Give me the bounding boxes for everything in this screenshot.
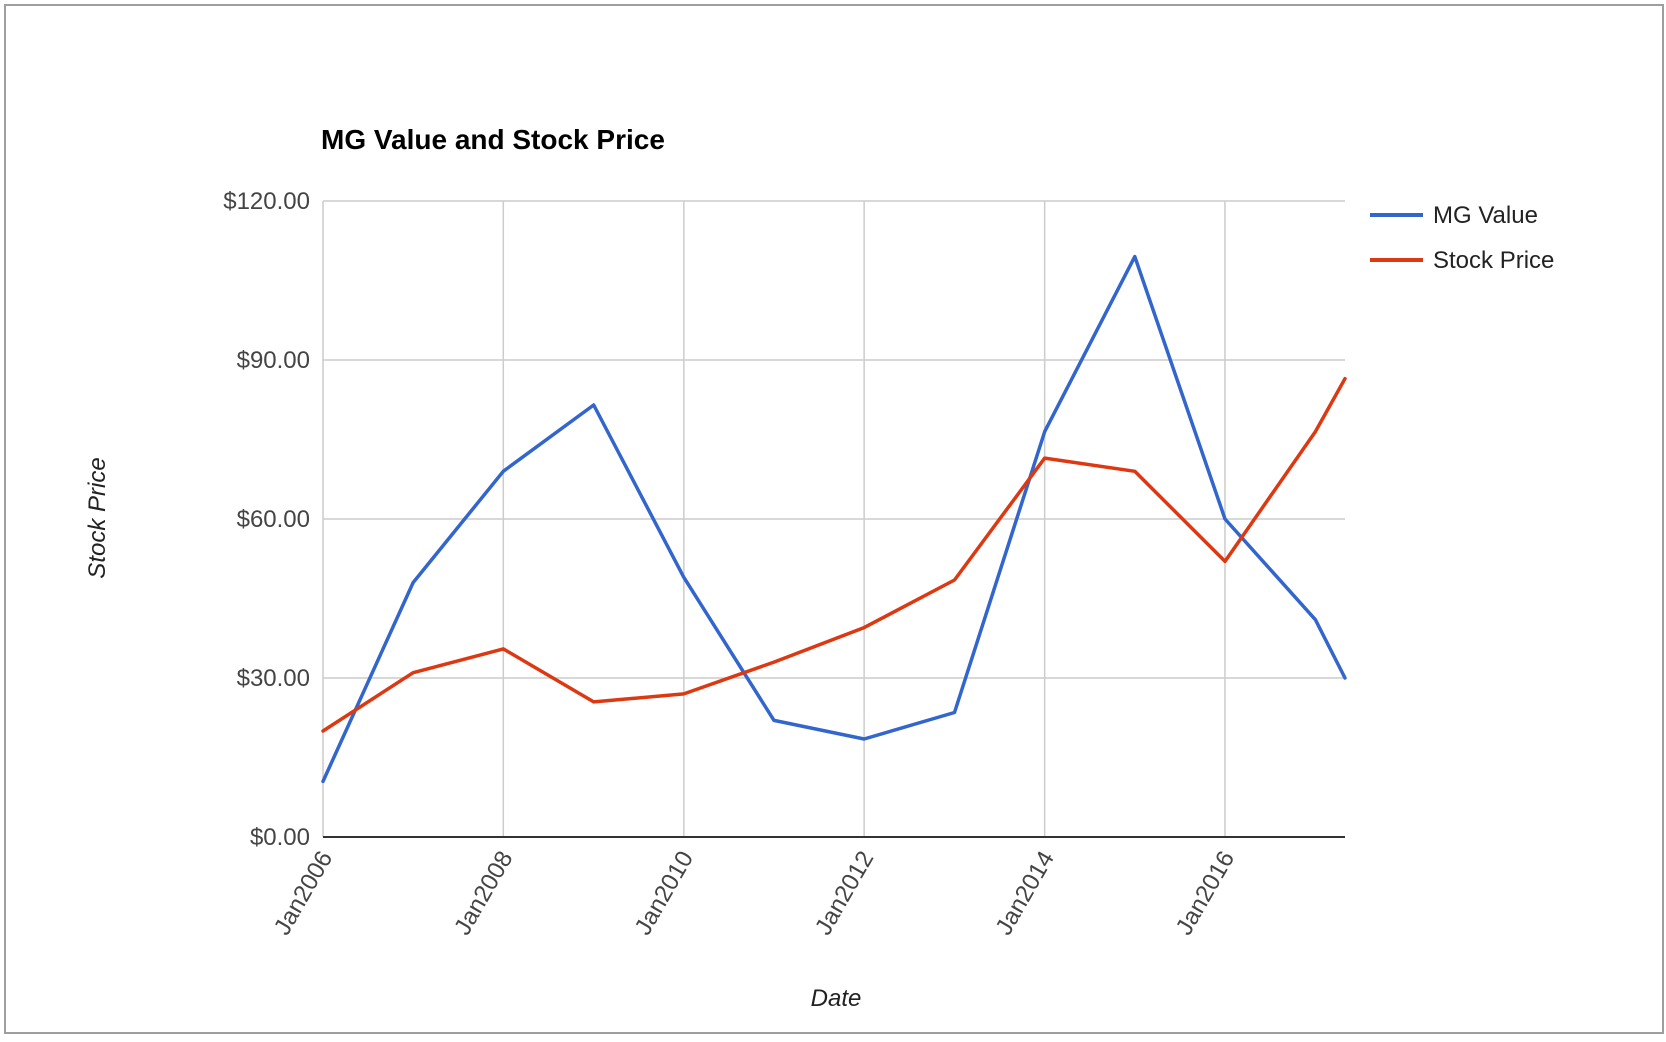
x-tick-label: Jan2012: [810, 847, 879, 940]
y-tick-label: $0.00: [250, 824, 310, 851]
x-axis-title: Date: [811, 985, 862, 1012]
legend-label-mg-value: MG Value: [1433, 202, 1538, 229]
x-tick-label: Jan2010: [630, 847, 699, 940]
x-tick-label: Jan2014: [990, 847, 1059, 940]
series-line-mg-value: [321, 254, 1347, 784]
x-tick-label: Jan2006: [269, 847, 338, 940]
x-tick-label: Jan2016: [1171, 847, 1240, 940]
series-line-stock-price: [321, 376, 1347, 733]
y-tick-label: $60.00: [237, 506, 310, 533]
series-lines: [321, 254, 1347, 784]
y-axis-title: Stock Price: [84, 457, 111, 578]
legend: MG Value Stock Price: [1370, 202, 1554, 274]
y-tick-label: $90.00: [237, 347, 310, 374]
y-tick-label: $120.00: [223, 188, 310, 215]
x-tick-label: Jan2008: [449, 847, 518, 940]
gridlines: [322, 200, 1345, 837]
legend-label-stock-price: Stock Price: [1433, 247, 1554, 274]
y-tick-label: $30.00: [237, 665, 310, 692]
chart-title: MG Value and Stock Price: [321, 124, 665, 155]
tick-labels: $0.00 $30.00 $60.00 $90.00 $120.00 Jan2006 Jan…: [223, 188, 1240, 940]
